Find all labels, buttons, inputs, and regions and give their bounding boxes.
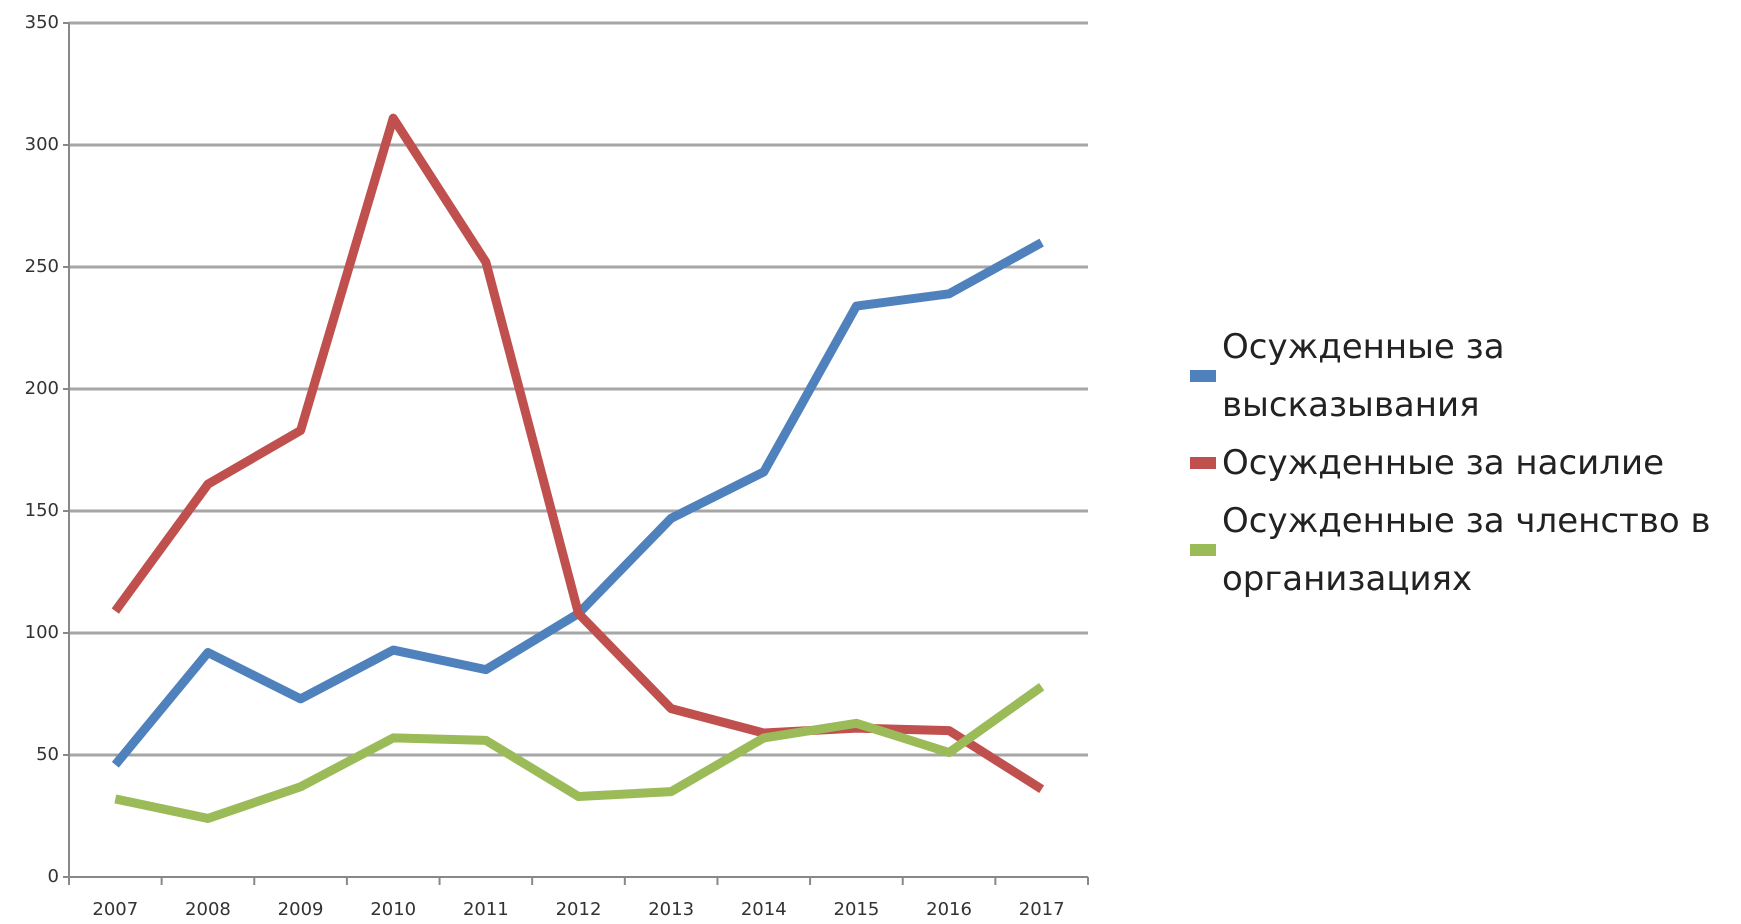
legend-label: Осужденные за насилие [1222, 443, 1664, 483]
x-tick-label: 2009 [278, 899, 324, 920]
y-tick-label: 100 [25, 622, 59, 643]
line-series [114, 683, 1045, 823]
x-tick-label: 2010 [370, 899, 416, 920]
x-tick-label: 2015 [834, 899, 880, 920]
legend-item: Осужденные за насилие [1190, 434, 1735, 492]
x-tick-label: 2011 [463, 899, 509, 920]
y-tick-label: 300 [25, 134, 59, 155]
x-tick-label: 2013 [648, 899, 694, 920]
line-series [111, 113, 1045, 793]
y-tick-label: 0 [48, 866, 59, 887]
y-tick-label: 50 [36, 744, 59, 765]
line-series [111, 238, 1044, 768]
y-tick-label: 350 [25, 12, 59, 33]
y-tick-label: 250 [25, 256, 59, 277]
x-tick-label: 2012 [556, 899, 602, 920]
x-tick-label: 2016 [926, 899, 972, 920]
legend-label: Осужденные за членство в организациях [1222, 501, 1711, 599]
legend-label: Осужденные за высказывания [1222, 327, 1505, 425]
x-tick-label: 2007 [92, 899, 138, 920]
legend-key [1190, 457, 1216, 469]
legend-key [1190, 370, 1216, 382]
legend-item: Осужденные за высказывания [1190, 318, 1735, 434]
legend: Осужденные за высказывания Осужденные за … [1190, 318, 1735, 608]
y-tick-label: 150 [25, 500, 59, 521]
y-tick-label: 200 [25, 378, 59, 399]
legend-key [1190, 544, 1216, 556]
x-tick-label: 2017 [1019, 899, 1065, 920]
legend-item: Осужденные за членство в организациях [1190, 492, 1735, 608]
x-tick-label: 2008 [185, 899, 231, 920]
x-tick-label: 2014 [741, 899, 787, 920]
